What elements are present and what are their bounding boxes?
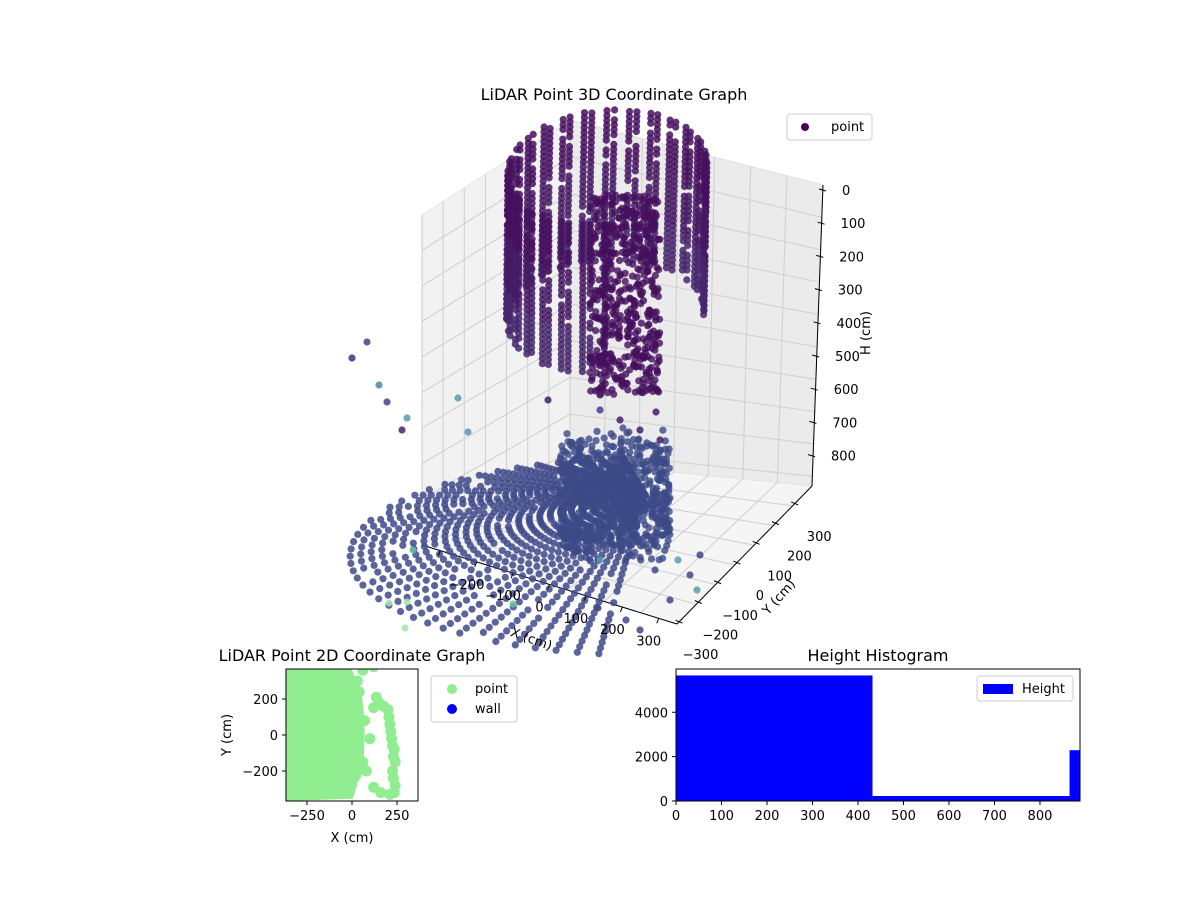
tick-label: 200: [253, 693, 278, 708]
y-axis-label-2d: Y (cm): [220, 714, 235, 757]
tick-label: 0: [348, 809, 356, 824]
tick-label: −200: [242, 765, 278, 780]
tick-label: 0: [842, 184, 850, 199]
tick-label: −100: [722, 609, 758, 624]
points-2d: [286, 669, 401, 801]
x-axis-label-2d: X (cm): [331, 831, 374, 846]
tick-label: 700: [982, 809, 1007, 824]
tick-label: 300: [800, 809, 825, 824]
tick-label: −300: [683, 648, 719, 663]
ticks-2d: −250 0 250 −200 0 200: [242, 693, 409, 824]
tick-label: 300: [838, 284, 863, 299]
x-ticks: −200−100 0 100 200 300: [437, 550, 661, 649]
legend-hist: Height: [976, 675, 1074, 702]
tick-label: 0: [672, 809, 680, 824]
tick-label: 4000: [635, 706, 668, 721]
tick-label: 0: [756, 589, 764, 604]
tick-label: 300: [807, 530, 832, 545]
y-axis-line: [676, 485, 813, 625]
tick-label: 600: [937, 809, 962, 824]
histogram: Height Histogram 0 100 200 300 400 500 600 700 8…: [635, 646, 1081, 824]
histogram-bars: [676, 675, 1081, 802]
tick-label: 0: [535, 601, 543, 616]
tick-label: 100: [564, 612, 589, 627]
histogram-ticks: 0 100 200 300 400 500 600 700 800 0 2000 4000: [635, 706, 1052, 824]
plot-2d-title: LiDAR Point 2D Coordinate Graph: [219, 646, 486, 665]
tick-label: 200: [755, 809, 780, 824]
tick-label: 400: [846, 809, 871, 824]
histogram-bar: [872, 796, 1070, 802]
points-3d: [346, 106, 711, 658]
legend-marker-wall: [447, 704, 457, 714]
legend-2d: point wall: [430, 675, 518, 723]
tick-label: 0: [270, 729, 278, 744]
legend-label-height: Height: [1022, 682, 1065, 697]
legend-3d: point: [786, 113, 873, 141]
tick-label: 400: [837, 317, 862, 332]
tick-label: 600: [834, 383, 859, 398]
z-axis-label: H (cm): [859, 311, 874, 355]
legend-label-point: point: [831, 120, 864, 135]
tick-label: 200: [839, 250, 864, 265]
histogram-bar: [1069, 750, 1081, 801]
tick-label: −200: [449, 578, 485, 593]
legend-marker-point: [801, 123, 809, 131]
plot-2d: LiDAR Point 2D Coordinate Graph −250 0 250…: [219, 646, 518, 846]
legend-label-point-2d: point: [475, 682, 508, 697]
tick-label: −200: [702, 628, 738, 643]
axes-frame-hist: [675, 668, 1081, 802]
legend-marker-point: [447, 684, 457, 694]
tick-label: 0: [660, 795, 668, 810]
tick-label: 500: [891, 809, 916, 824]
z-ticks: 0 100 200 300 400 500 600 700 800: [807, 184, 866, 465]
tick-label: 300: [636, 634, 661, 649]
legend-label-wall-2d: wall: [475, 702, 501, 717]
tick-label: −100: [485, 589, 521, 604]
tick-label: 100: [709, 809, 734, 824]
plot-3d-title: LiDAR Point 3D Coordinate Graph: [481, 85, 748, 104]
z-axis-line: [811, 184, 824, 487]
tick-label: 250: [385, 809, 410, 824]
tick-label: 100: [841, 217, 866, 232]
tick-label: 200: [787, 550, 812, 565]
tick-label: 200: [600, 623, 625, 638]
plot-3d: LiDAR Point 3D Coordinate Graph 01002003…: [346, 85, 874, 663]
tick-label: 800: [1028, 809, 1053, 824]
tick-label: 2000: [635, 751, 668, 766]
tick-label: −250: [289, 809, 325, 824]
legend-patch-height: [983, 684, 1013, 694]
tick-label: 700: [832, 416, 857, 431]
tick-label: 100: [767, 569, 792, 584]
histogram-title: Height Histogram: [808, 646, 949, 665]
histogram-bar: [676, 675, 873, 802]
tick-label: 500: [835, 350, 860, 365]
tick-label: 800: [831, 450, 856, 465]
